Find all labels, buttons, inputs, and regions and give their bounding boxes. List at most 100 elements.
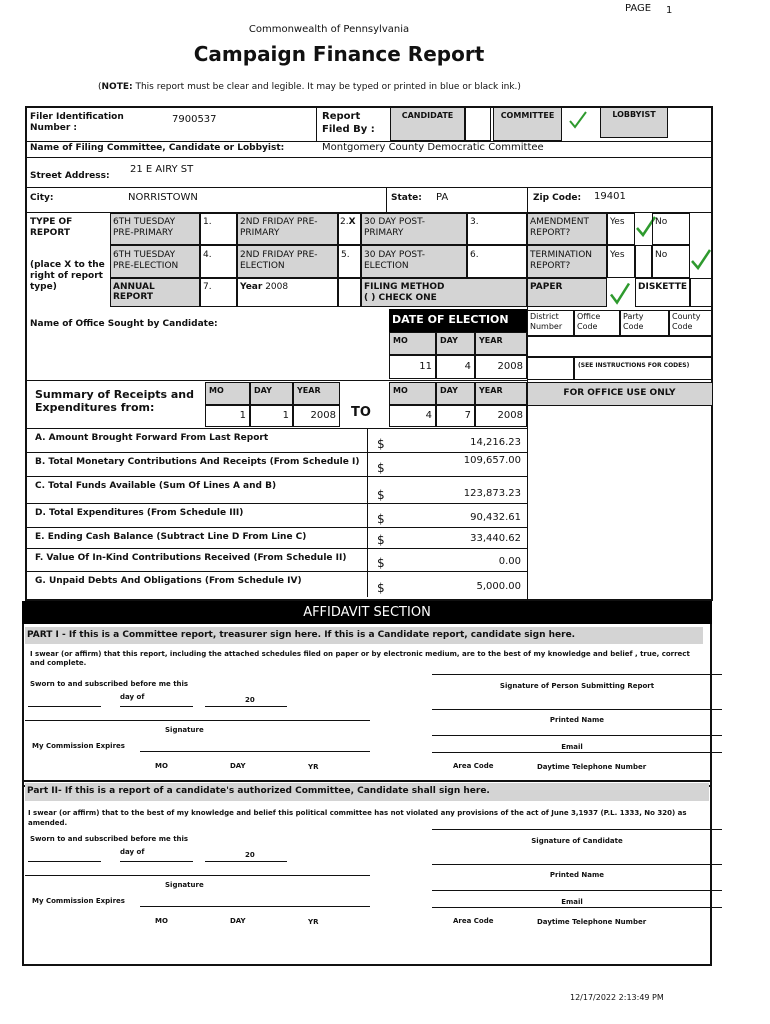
type-6-box[interactable]: 6. xyxy=(467,245,527,278)
name-value[interactable]: Montgomery County Democratic Committee xyxy=(322,142,544,153)
from-year[interactable]: 2008 xyxy=(293,405,340,427)
p1-mo-label: MO xyxy=(155,762,168,770)
diskette-checkbox[interactable] xyxy=(690,278,712,307)
type-2-box[interactable]: 2.X xyxy=(338,213,361,245)
termination-yes[interactable]: Yes xyxy=(607,245,635,278)
summary-line-label: E. Ending Cash Balance (Subtract Line D … xyxy=(35,532,307,542)
summary-line-value[interactable]: 5,000.00 xyxy=(476,581,521,592)
dollar-sign: $ xyxy=(377,461,385,475)
type-5-box[interactable]: 5. xyxy=(338,245,361,278)
termination-label: TERMINATION REPORT? xyxy=(527,245,607,278)
check-icon xyxy=(569,111,587,129)
diskette-option[interactable]: DISKETTE xyxy=(635,278,690,307)
p2-signature-line-label: Signature of Candidate xyxy=(531,837,623,845)
type-30-day-post-primary: 30 DAY POST-PRIMARY xyxy=(361,213,467,245)
type-4-box[interactable]: 4. xyxy=(200,245,237,278)
type-of-report-label: TYPE OF REPORT xyxy=(30,217,73,238)
committee-option[interactable]: COMMITTEE xyxy=(493,107,562,141)
p2-day-of-label: day of xyxy=(120,848,145,856)
summary-line: C. Total Funds Available (Sum Of Lines A… xyxy=(25,476,527,504)
affidavit-header: AFFIDAVIT SECTION xyxy=(22,601,712,624)
paper-checkbox[interactable] xyxy=(607,278,635,307)
p1-signature-line-label: Signature of Person Submitting Report xyxy=(499,682,655,690)
termination-no-checkbox[interactable] xyxy=(690,245,712,278)
summary-line-value[interactable]: 0.00 xyxy=(498,556,521,567)
type-3-box[interactable]: 3. xyxy=(467,213,527,245)
election-day-header: DAY xyxy=(436,332,475,355)
paper-option[interactable]: PAPER xyxy=(527,278,607,307)
to-mo[interactable]: 4 xyxy=(389,405,436,427)
from-day[interactable]: 1 xyxy=(250,405,293,427)
summary-line-value[interactable]: 109,657.00 xyxy=(463,455,521,466)
candidate-option[interactable]: CANDIDATE xyxy=(390,107,465,141)
affidavit-part-2 xyxy=(22,780,712,966)
type-30-day-post-election: 30 DAY POST-ELECTION xyxy=(361,245,467,278)
street-value[interactable]: 21 E AIRY ST xyxy=(130,164,194,175)
p1-day-of-label: day of xyxy=(120,693,145,701)
amendment-no[interactable]: No xyxy=(652,213,690,245)
p1-twenty-label: 20 xyxy=(245,696,255,704)
p2-email-label: Email xyxy=(561,898,583,906)
zip-value[interactable]: 19401 xyxy=(594,191,626,202)
p2-phone-label: Daytime Telephone Number xyxy=(537,918,647,926)
p2-twenty-label: 20 xyxy=(245,851,255,859)
type-7-box[interactable]: 7. xyxy=(200,278,237,307)
summary-line-label: D. Total Expenditures (From Schedule III… xyxy=(35,508,244,518)
dollar-sign: $ xyxy=(377,533,385,547)
p1-signature-label: Signature xyxy=(165,726,204,734)
to-day-header: DAY xyxy=(436,382,475,405)
p1-area-code-label: Area Code xyxy=(453,762,494,770)
type-hint: (place X to the right of report type) xyxy=(30,260,105,292)
dollar-sign: $ xyxy=(377,581,385,595)
from-mo[interactable]: 1 xyxy=(205,405,250,427)
timestamp: 12/17/2022 2:13:49 PM xyxy=(570,993,664,1002)
termination-yes-checkbox[interactable] xyxy=(635,245,652,278)
summary-line-label: G. Unpaid Debts And Obligations (From Sc… xyxy=(35,576,302,586)
city-value[interactable]: NORRISTOWN xyxy=(128,192,198,203)
to-year[interactable]: 2008 xyxy=(475,405,527,427)
election-day[interactable]: 4 xyxy=(436,355,475,379)
part-1-title: PART I - If this is a Committee report, … xyxy=(25,627,703,644)
committee-checkbox[interactable] xyxy=(562,107,592,141)
summary-line-value[interactable]: 90,432.61 xyxy=(470,512,521,523)
dollar-sign: $ xyxy=(377,488,385,502)
summary-line: D. Total Expenditures (From Schedule III… xyxy=(25,503,527,528)
p2-signature-label: Signature xyxy=(165,881,204,889)
lobbyist-option[interactable]: LOBBYIST xyxy=(600,107,668,138)
page-number: 1 xyxy=(666,5,673,16)
office-code-label: Office Code xyxy=(574,310,620,336)
summary-line-value[interactable]: 33,440.62 xyxy=(470,533,521,544)
name-label: Name of Filing Committee, Candidate or L… xyxy=(30,143,285,153)
termination-no[interactable]: No xyxy=(652,245,690,278)
election-mo-header: MO xyxy=(389,332,436,355)
from-mo-header: MO xyxy=(205,382,250,405)
p2-commission-label: My Commission Expires xyxy=(32,897,125,905)
summary-line-label: B. Total Monetary Contributions And Rece… xyxy=(35,457,360,467)
check-icon xyxy=(636,216,657,238)
filer-id-value[interactable]: 7900537 xyxy=(172,114,217,125)
note: (NOTE: This report must be clear and leg… xyxy=(98,82,521,92)
amendment-yes[interactable]: Yes xyxy=(607,213,635,245)
summary-label: Summary of Receipts and Expenditures fro… xyxy=(35,388,195,414)
p2-area-code-label: Area Code xyxy=(453,917,494,925)
summary-line-label: C. Total Funds Available (Sum Of Lines A… xyxy=(35,481,277,491)
dollar-sign: $ xyxy=(377,512,385,526)
to-day[interactable]: 7 xyxy=(436,405,475,427)
p1-commission-label: My Commission Expires xyxy=(32,742,125,750)
summary-line-value[interactable]: 14,216.23 xyxy=(470,437,521,448)
office-use-only: FOR OFFICE USE ONLY xyxy=(527,382,712,406)
state-value[interactable]: PA xyxy=(436,192,449,203)
election-year-header: YEAR xyxy=(475,332,527,355)
election-mo[interactable]: 11 xyxy=(389,355,436,379)
p2-sworn-label: Sworn to and subscribed before me this xyxy=(30,835,189,843)
candidate-checkbox[interactable] xyxy=(465,107,491,141)
from-day-header: DAY xyxy=(250,382,293,405)
election-year[interactable]: 2008 xyxy=(475,355,527,379)
type-1-box[interactable]: 1. xyxy=(200,213,237,245)
annual-year[interactable]: Year 2008 xyxy=(237,278,338,307)
summary-line-value[interactable]: 123,873.23 xyxy=(463,488,521,499)
part-1-text: I swear (or affirm) that this report, in… xyxy=(30,650,690,667)
codes-input[interactable] xyxy=(527,336,712,357)
amendment-checkbox[interactable] xyxy=(635,213,657,245)
